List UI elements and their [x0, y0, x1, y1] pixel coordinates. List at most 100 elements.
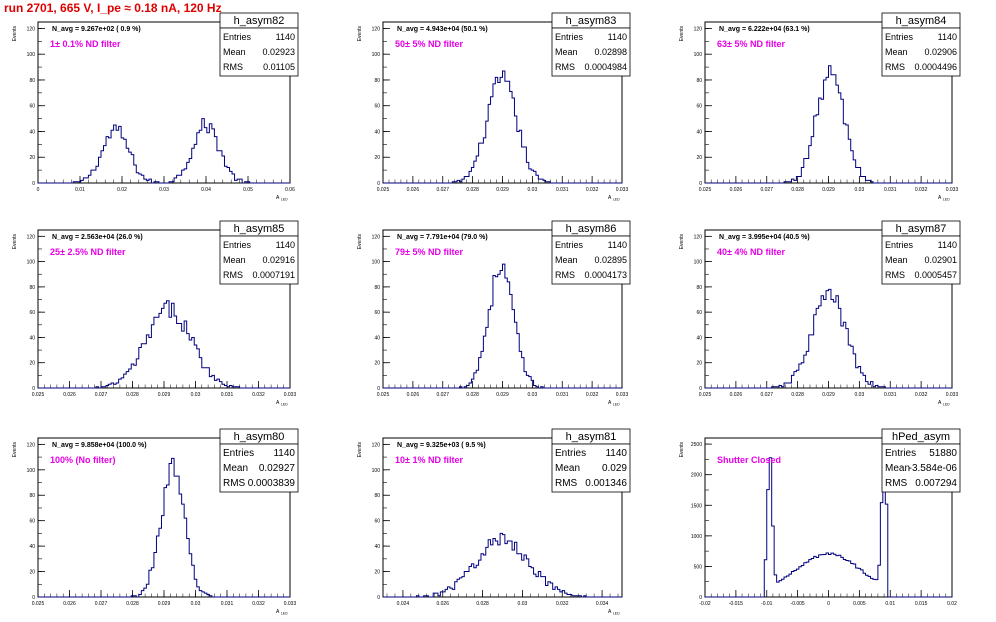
- x-tick-label: 0.034: [596, 601, 609, 607]
- x-tick-label: 0.03: [528, 187, 538, 193]
- navg-text: N_avg = 7.791e+04 (79.0 %): [397, 234, 488, 241]
- x-tick-label: 0.028: [791, 392, 804, 398]
- y-tick-label: 2500: [691, 442, 702, 448]
- stat-value: 0.01105: [263, 62, 295, 72]
- x-tick-label: 0.028: [466, 392, 479, 398]
- stat-value: 0.0003839: [248, 478, 296, 489]
- y-tick-label: 20: [29, 570, 35, 576]
- histogram-panel-h_asym87: 0 20 40 60 80 100 120 0.025 0.026 0.027 0.028 0.029…: [679, 220, 961, 407]
- y-tick-label: 60: [29, 104, 35, 110]
- y-tick-label: 100: [694, 260, 703, 266]
- histogram-panel-h_asym84: 0 20 40 60 80 100 120 0.025 0.026 0.027 0.028 0.029…: [679, 12, 961, 202]
- stat-value: 0.0004173: [584, 270, 627, 280]
- stats-body-box: [881, 27, 961, 77]
- x-tick-label: 0.032: [915, 187, 928, 193]
- page-title: run 2701, 665 V, I_pe ≈ 0.18 nA, 120 Hz: [4, 1, 222, 15]
- x-tick-label: 0.033: [616, 392, 629, 398]
- y-axis-label: Events: [679, 234, 685, 250]
- y-tick-label: 60: [696, 310, 702, 316]
- stats-box: h_asym87 Entries 1140 Mean 0.02901 RMS 0.00054…: [881, 220, 961, 285]
- stat-value: 0.02898: [594, 47, 627, 57]
- stat-label: Mean: [555, 463, 580, 474]
- stat-value: 0.02906: [924, 47, 957, 57]
- stat-value: 51880: [929, 448, 957, 459]
- y-tick-label: 120: [27, 26, 36, 32]
- stat-label: Entries: [885, 448, 916, 459]
- x-tick-label: 0.032: [915, 392, 928, 398]
- x-tick-label: 0.025: [32, 601, 45, 607]
- y-tick-label: 0: [699, 181, 702, 187]
- x-tick-label: 0.02: [947, 601, 957, 607]
- x-tick-label: 0.031: [884, 187, 897, 193]
- filter-label: 25± 2.5% ND filter: [50, 247, 126, 257]
- histogram-line: [705, 288, 952, 389]
- stats-body-box: [219, 443, 299, 493]
- histogram-panel-h_asym81: 0 20 40 60 80 100 120 0.024 0.026 0.028 0.03 0.032 0…: [357, 428, 631, 616]
- stats-body-box: [881, 443, 961, 493]
- stat-label: Entries: [223, 240, 252, 250]
- stat-label: RMS: [223, 62, 243, 72]
- y-tick-label: 60: [696, 104, 702, 110]
- x-tick-label: 0: [37, 187, 40, 193]
- x-tick-label: 0.005: [853, 601, 866, 607]
- stat-value: 1140: [938, 240, 957, 250]
- stat-label: Entries: [885, 240, 914, 250]
- stat-value: 0.0005457: [914, 270, 957, 280]
- x-tick-label: 0.027: [436, 392, 449, 398]
- y-tick-label: 60: [29, 310, 35, 316]
- y-tick-label: 120: [694, 234, 703, 240]
- stats-body-box: [881, 235, 961, 285]
- y-tick-label: 120: [27, 234, 36, 240]
- hist-name: h_asym80: [234, 431, 285, 443]
- y-tick-label: 80: [374, 285, 380, 291]
- x-tick-label: 0.026: [436, 601, 449, 607]
- y-axis-label: Events: [679, 442, 685, 458]
- stat-label: Mean: [223, 463, 248, 474]
- hist-name: h_asym87: [896, 223, 947, 235]
- y-tick-label: 120: [372, 26, 381, 32]
- y-tick-label: 0: [699, 386, 702, 392]
- stat-value: 0.02916: [262, 255, 295, 265]
- filter-label: Shutter Closed: [717, 455, 781, 465]
- hist-name: h_asym85: [234, 223, 285, 235]
- histogram-panel-hPed_asym: 0 500 1000 1500 2000 2500 -0.02 -0.015 -0.01 -0.0…: [679, 428, 961, 607]
- x-tick-label: 0.025: [377, 392, 390, 398]
- stats-box: h_asym82 Entries 1140 Mean 0.02923 RMS 0.01105: [219, 12, 299, 77]
- x-tick-label: 0.028: [466, 187, 479, 193]
- y-tick-label: 80: [29, 493, 35, 499]
- histogram-line: [38, 118, 290, 184]
- stat-value: 0.02927: [259, 463, 296, 474]
- histogram-panel-h_asym80: 0 20 40 60 80 100 120 0.025 0.026 0.027 0.028 0.029…: [12, 428, 299, 616]
- y-tick-label: 0: [377, 595, 380, 601]
- filter-label: 79± 5% ND filter: [395, 247, 463, 257]
- histogram-line: [383, 532, 622, 598]
- stat-value: 1140: [938, 32, 957, 42]
- histogram-panel-h_asym85: 0 20 40 60 80 100 120 0.025 0.026 0.027 0.028 0.029…: [12, 220, 299, 407]
- navg-text: N_avg = 3.995e+04 (40.5 %): [719, 234, 810, 241]
- stats-box: h_asym84 Entries 1140 Mean 0.02906 RMS 0.00044…: [881, 12, 961, 77]
- stats-body-box: [219, 235, 299, 285]
- histogram-panel-h_asym86: 0 20 40 60 80 100 120 0.025 0.026 0.027 0.028 0.029…: [357, 220, 631, 407]
- x-tick-label: 0.028: [791, 187, 804, 193]
- histogram-line: [383, 70, 622, 184]
- x-tick-label: 0.05: [243, 187, 253, 193]
- x-tick-label: 0.027: [95, 392, 108, 398]
- stats-box: h_asym80 Entries 1140 Mean 0.02927 RMS 0.00038…: [219, 428, 299, 493]
- x-axis-label: A LED: [276, 195, 288, 202]
- x-tick-label: -0.02: [699, 601, 711, 607]
- x-tick-label: 0.026: [407, 187, 420, 193]
- x-tick-label: 0.032: [252, 392, 265, 398]
- y-tick-label: 20: [696, 155, 702, 161]
- navg-text: N_avg = 6.222e+04 (63.1 %): [719, 26, 810, 33]
- stat-label: Mean: [885, 255, 908, 265]
- x-axis-label: A LED: [608, 400, 620, 407]
- stats-body-box: [551, 235, 631, 285]
- hist-name: h_asym81: [566, 431, 617, 443]
- y-tick-label: 40: [374, 129, 380, 135]
- navg-text: N_avg = 4.943e+04 (50.1 %): [397, 26, 488, 33]
- y-tick-label: 80: [374, 493, 380, 499]
- stat-value: 0.02901: [924, 255, 957, 265]
- stat-label: Mean: [885, 463, 910, 474]
- stat-value: 1140: [273, 448, 295, 459]
- x-tick-label: 0.03: [855, 187, 865, 193]
